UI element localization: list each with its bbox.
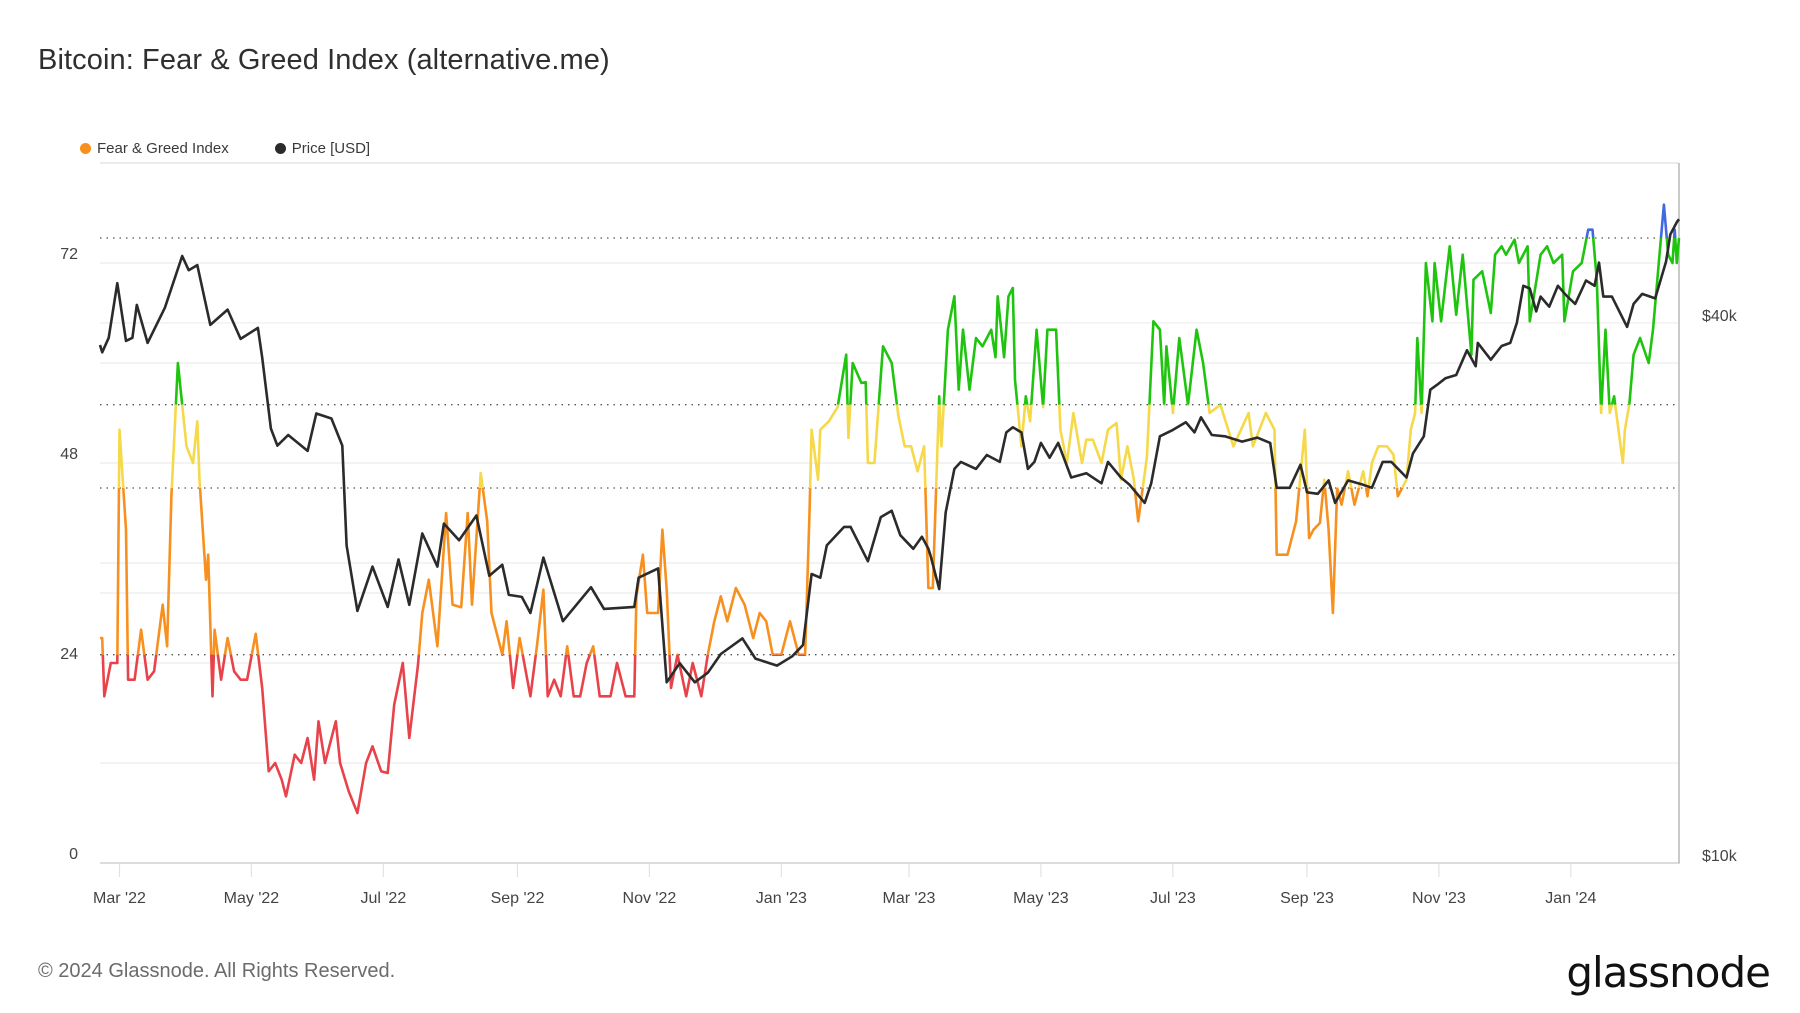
y-right-tick-label: $10k xyxy=(1702,848,1738,865)
legend-dot-orange-icon xyxy=(80,143,91,154)
y-left-tick-label: 72 xyxy=(60,246,78,263)
legend-item-fear-greed[interactable]: Fear & Greed Index xyxy=(80,140,229,157)
chart-legend: Fear & Greed Index Price [USD] xyxy=(80,140,370,157)
x-tick-label: Nov '23 xyxy=(1412,890,1466,907)
glassnode-logo: glassnode xyxy=(1566,948,1771,997)
x-tick-label: May '23 xyxy=(1013,890,1069,907)
legend-item-price[interactable]: Price [USD] xyxy=(274,140,371,157)
fgi-line-extreme-fear xyxy=(101,654,807,815)
x-tick-label: Jan '23 xyxy=(756,890,807,907)
x-tick-label: Jul '22 xyxy=(360,890,406,907)
x-tick-label: Mar '23 xyxy=(883,890,936,907)
price-line xyxy=(98,218,1681,684)
axes: Mar '22 May '22 Jul '22 Sep '22 Nov '22 Jan '… xyxy=(60,162,1738,907)
fear-greed-series xyxy=(100,203,1681,815)
price-series xyxy=(98,218,1681,684)
x-tick-label: Jul '23 xyxy=(1150,890,1196,907)
x-tick-label: Mar '22 xyxy=(93,890,146,907)
x-tick-label: Nov '22 xyxy=(623,890,677,907)
x-tick-label: May '22 xyxy=(224,890,280,907)
x-tick-label: Jan '24 xyxy=(1545,890,1596,907)
y-left-tick-label: 0 xyxy=(69,846,78,863)
fgi-line-neutral xyxy=(117,404,1631,488)
x-tick-label: Sep '23 xyxy=(1280,890,1334,907)
legend-label-price: Price [USD] xyxy=(291,140,371,157)
x-tick-label: Sep '22 xyxy=(491,890,545,907)
legend-label-fear-greed: Fear & Greed Index xyxy=(97,140,229,157)
y-right-tick-label: $40k xyxy=(1702,308,1738,325)
chart-title: Bitcoin: Fear & Greed Index (alternative… xyxy=(38,44,610,76)
threshold-lines xyxy=(100,237,1679,656)
y-left-tick-label: 24 xyxy=(60,646,78,663)
legend-dot-black-icon xyxy=(274,143,286,154)
copyright-text: © 2024 Glassnode. All Rights Reserved. xyxy=(38,960,396,982)
fgi-line-greed xyxy=(174,238,1681,405)
y-left-tick-label: 48 xyxy=(60,446,78,463)
